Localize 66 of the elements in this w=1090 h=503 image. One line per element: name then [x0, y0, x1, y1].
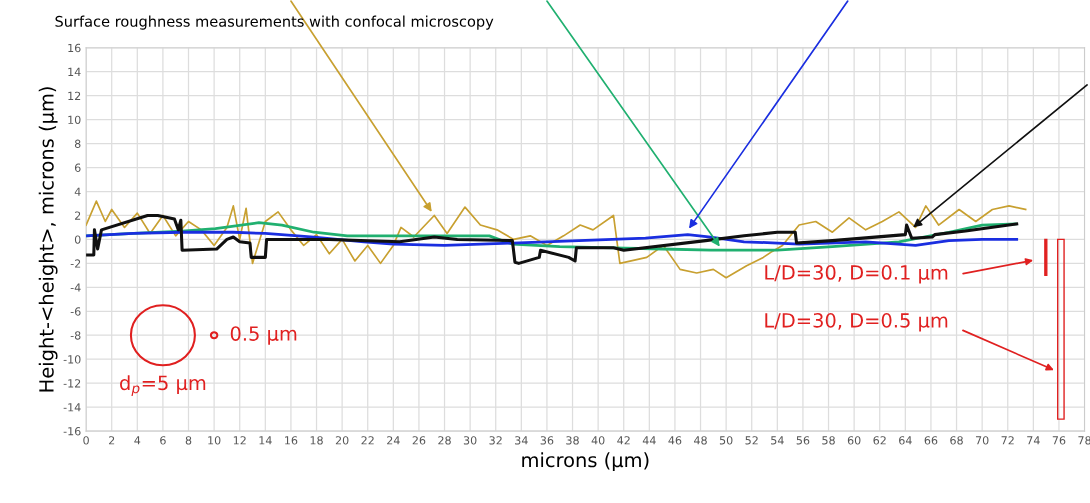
- x-tick-label: 58: [822, 436, 835, 445]
- y-tick-label: -12: [63, 379, 81, 388]
- x-tick-label: 52: [745, 436, 758, 445]
- x-tick-label: 8: [185, 436, 192, 445]
- y-axis-title: Height-<height>, microns (μm): [38, 87, 58, 392]
- y-tick-label: 6: [74, 163, 81, 172]
- x-tick-label: 6: [160, 436, 166, 445]
- x-tick-label: 18: [310, 436, 323, 445]
- x-tick-label: 78: [1078, 436, 1090, 445]
- y-tick-label: 12: [68, 91, 81, 100]
- annotation: 0.5 μm: [230, 326, 297, 345]
- x-tick-label: 24: [387, 436, 400, 445]
- x-tick-label: 4: [134, 436, 141, 445]
- line-series: [86, 230, 1019, 247]
- x-tick-label: 14: [259, 436, 272, 445]
- annotation: d$_{p}$=5 μm: [120, 375, 206, 396]
- x-tick-label: 76: [1052, 436, 1066, 445]
- y-tick-label: 2: [74, 211, 81, 220]
- annotation: L/D=30, D=0.1 μm: [765, 265, 948, 284]
- x-tick-label: 38: [566, 436, 579, 445]
- y-tick-label: 4: [74, 187, 81, 196]
- x-tick-label: 34: [515, 436, 528, 445]
- annotation: L/D=30, D=0.5 μm: [765, 313, 948, 332]
- x-tick-label: 42: [617, 436, 630, 445]
- x-tick-label: 16: [285, 436, 298, 445]
- x-tick-label: 0: [83, 436, 89, 445]
- y-tick-label: -2: [70, 259, 81, 268]
- x-tick-label: 22: [361, 436, 374, 445]
- y-tick-label: 0: [74, 235, 81, 244]
- x-tick-label: 64: [899, 436, 912, 445]
- x-tick-label: 40: [591, 436, 605, 445]
- x-tick-label: 74: [1027, 436, 1040, 445]
- x-tick-label: 12: [233, 436, 246, 445]
- y-tick-label: 14: [68, 67, 81, 76]
- y-tick-label: -4: [70, 283, 81, 292]
- x-tick-label: 20: [335, 436, 349, 445]
- x-tick-label: 72: [1001, 436, 1014, 445]
- y-tick-label: -8: [70, 331, 81, 340]
- x-tick-label: 2: [108, 436, 115, 445]
- x-tick-label: 46: [668, 436, 682, 445]
- chart-title: Surface roughness measurements with confocal microscopy: [55, 15, 494, 30]
- x-tick-label: 36: [540, 436, 554, 445]
- y-tick-label: -14: [63, 403, 81, 412]
- x-tick-label: 70: [975, 436, 989, 445]
- x-tick-label: 60: [847, 436, 861, 445]
- x-tick-label: 48: [694, 436, 707, 445]
- y-tick-label: 10: [68, 115, 81, 125]
- x-tick-label: 44: [642, 436, 656, 445]
- y-tick-label: 8: [74, 139, 81, 148]
- x-tick-label: 54: [771, 436, 784, 445]
- line-series: [86, 213, 1019, 265]
- x-tick-label: 30: [463, 436, 477, 445]
- x-tick-label: 62: [873, 436, 886, 445]
- y-tick-label: -10: [63, 355, 81, 364]
- x-tick-label: 26: [412, 436, 426, 445]
- x-tick-label: 56: [796, 436, 810, 445]
- y-tick-label: -16: [63, 427, 81, 436]
- x-tick-label: 68: [950, 436, 963, 445]
- x-tick-label: 50: [719, 436, 733, 445]
- x-axis-title: microns (μm): [522, 452, 649, 472]
- x-tick-label: 28: [438, 436, 451, 445]
- y-tick-label: 16: [68, 43, 81, 53]
- y-tick-label: -6: [70, 307, 81, 316]
- x-tick-label: 66: [924, 436, 938, 445]
- x-tick-label: 32: [489, 436, 502, 445]
- x-tick-label: 10: [208, 436, 221, 445]
